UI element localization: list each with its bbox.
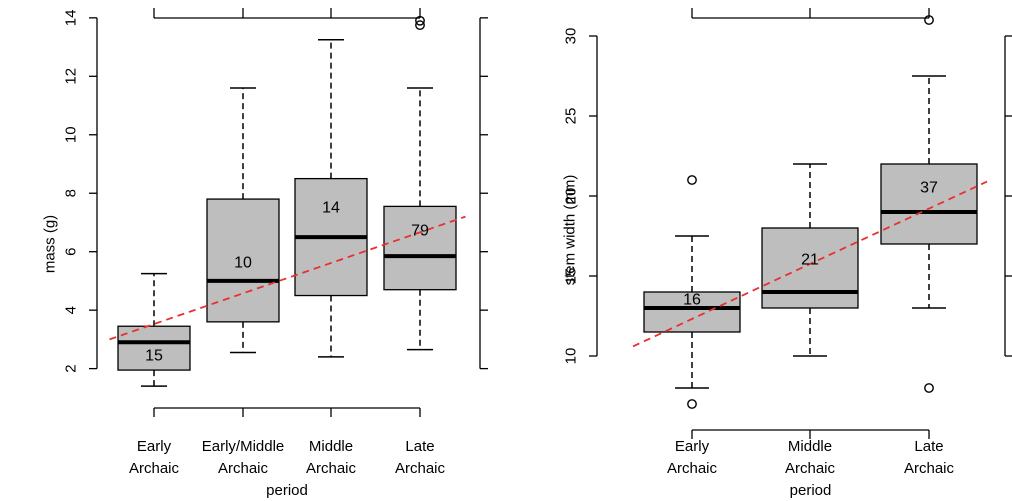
x-tick-label: Middle	[309, 438, 353, 455]
x-tick-label: Early	[137, 438, 172, 455]
y-tick-label: 20	[563, 188, 580, 205]
y-tick-label: 25	[563, 108, 580, 125]
y-tick-label: 6	[63, 248, 80, 256]
x-tick-label: Archaic	[667, 460, 718, 477]
outlier-point	[924, 383, 934, 393]
trend-line	[109, 215, 466, 341]
y-tick-label: 12	[63, 68, 80, 85]
y-tick-label: 8	[63, 189, 80, 197]
y-tick-label: 10	[563, 348, 580, 365]
sample-size-label: 15	[145, 348, 163, 365]
sample-size-label: 79	[411, 223, 429, 240]
x-axis-title: period	[790, 482, 832, 499]
box-1	[643, 175, 741, 409]
iqr-box	[206, 198, 280, 323]
x-tick-label: Late	[405, 438, 434, 455]
x-tick-label: Archaic	[129, 460, 180, 477]
outlier-point	[687, 175, 697, 185]
iqr-box	[117, 325, 191, 371]
y-tick-label: 14	[63, 10, 80, 27]
outlier-point	[687, 399, 697, 409]
y-axis-title: stem width (mm)	[562, 175, 579, 286]
sample-size-label: 10	[234, 254, 252, 271]
iqr-box	[383, 205, 457, 291]
outlier-point	[415, 15, 425, 26]
x-tick-label: Archaic	[395, 460, 446, 477]
y-tick-label: 2	[63, 364, 80, 372]
y-tick-label: 15	[563, 268, 580, 285]
box-2	[761, 163, 859, 357]
x-tick-label: Archaic	[218, 460, 269, 477]
sample-size-label: 37	[920, 180, 938, 197]
x-tick-label: Middle	[788, 438, 832, 455]
box-2	[206, 87, 280, 354]
stem-width-boxplot-panel: 10 15 20 25 30 Early Archaic Middle Archaic Late A…	[562, 8, 1012, 499]
box-3	[880, 15, 978, 393]
iqr-box	[643, 291, 741, 333]
y-axis-title: mass (g)	[42, 215, 59, 273]
box-1	[117, 272, 191, 387]
sample-size-label: 21	[801, 252, 819, 269]
sample-size-label: 14	[322, 199, 340, 216]
x-axis-title: period	[266, 482, 308, 499]
y-tick-label: 10	[63, 126, 80, 143]
x-tick-label: Archaic	[785, 460, 836, 477]
x-tick-label: Early/Middle	[202, 438, 285, 455]
iqr-box	[880, 163, 978, 245]
x-tick-label: Archaic	[306, 460, 357, 477]
outlier-point	[415, 20, 425, 31]
x-tick-label: Early	[675, 438, 710, 455]
outlier-point	[924, 15, 934, 25]
sample-size-label: 16	[683, 292, 701, 309]
iqr-box	[761, 227, 859, 309]
x-tick-label: Late	[914, 438, 943, 455]
trend-line	[632, 180, 988, 348]
mass-boxplot-panel: 2 4 6 8 10 12 14 Early Archaic Early/Middle Archai…	[42, 8, 488, 499]
x-tick-label: Archaic	[904, 460, 955, 477]
y-tick-label: 30	[563, 28, 580, 45]
y-tick-label: 4	[63, 306, 80, 314]
box-4	[383, 15, 457, 351]
box-3	[294, 39, 368, 358]
